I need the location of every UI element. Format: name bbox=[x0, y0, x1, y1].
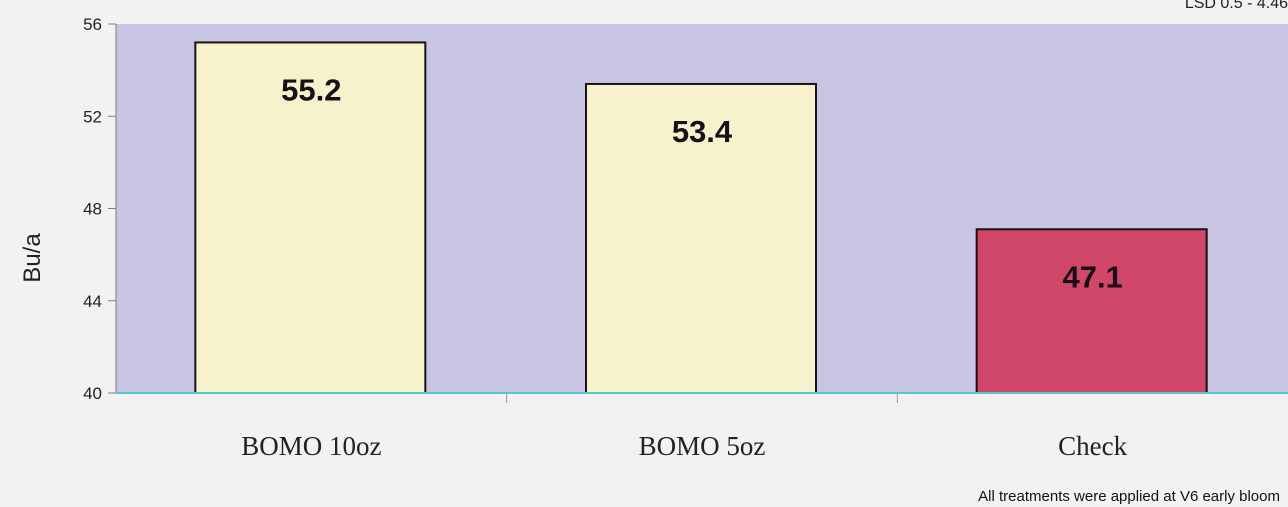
bars: 55.2 53.4 47.1 bbox=[194, 41, 1208, 395]
x-axis: BOMO 10oz BOMO 5oz Check bbox=[116, 392, 1288, 461]
bar-value-label: 55.2 bbox=[281, 72, 341, 107]
footnote: All treatments were applied at V6 early … bbox=[978, 488, 1280, 505]
y-tick-label: 52 bbox=[83, 107, 102, 126]
x-tick-label: BOMO 5oz bbox=[639, 431, 766, 461]
y-tick-label: 40 bbox=[83, 384, 102, 403]
bar bbox=[194, 41, 427, 394]
bar-value-label: 53.4 bbox=[672, 114, 733, 149]
y-tick-label: 48 bbox=[83, 200, 102, 219]
y-tick-label: 56 bbox=[83, 15, 102, 34]
y-axis-label: Bu/a bbox=[19, 233, 46, 283]
y-axis: 40 44 48 52 56 bbox=[83, 15, 117, 403]
bar bbox=[975, 228, 1208, 394]
bar-value-label: 47.1 bbox=[1062, 259, 1122, 294]
bar bbox=[585, 82, 817, 395]
y-tick-label: 44 bbox=[83, 292, 102, 311]
lsd-annotation: LSD 0.5 - 4.46 bbox=[1185, 0, 1288, 12]
x-tick-label: BOMO 10oz bbox=[241, 431, 381, 461]
x-tick-label: Check bbox=[1058, 431, 1127, 461]
